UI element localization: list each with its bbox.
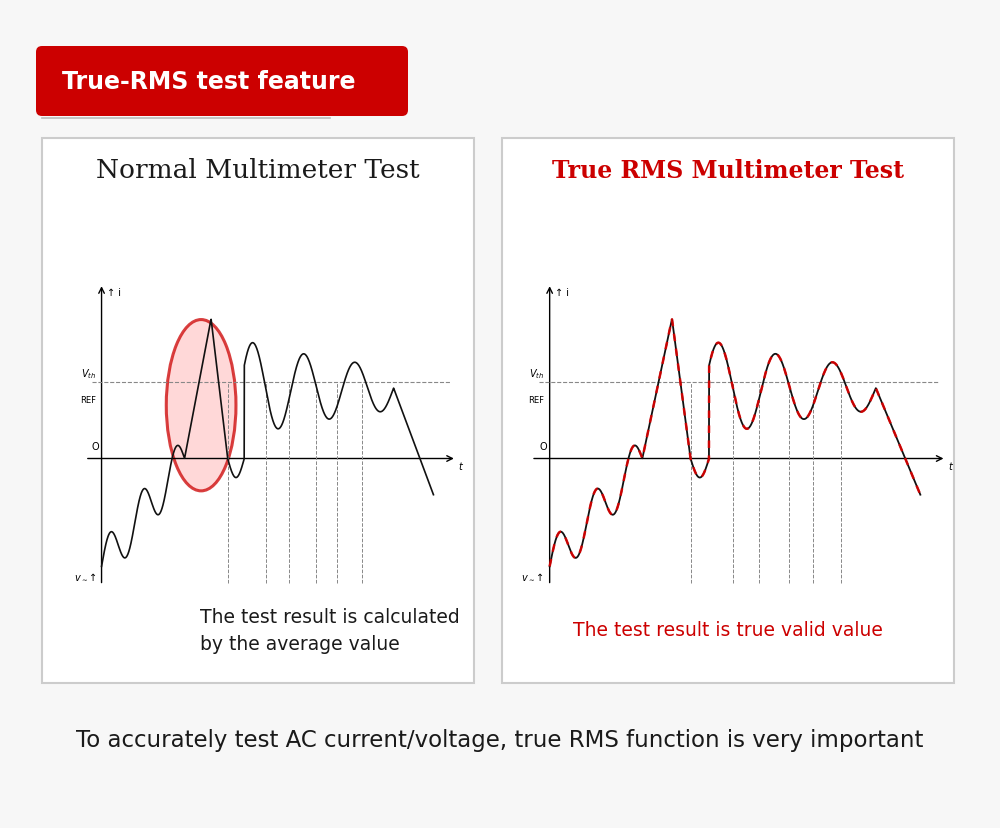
FancyBboxPatch shape — [502, 139, 954, 683]
Text: $v_{\sim}$↑: $v_{\sim}$↑ — [74, 570, 97, 582]
Text: REF: REF — [81, 396, 97, 405]
Text: t: t — [458, 461, 462, 472]
Ellipse shape — [166, 320, 236, 491]
Text: $V_{th}$: $V_{th}$ — [529, 367, 544, 380]
Text: $v_{\sim}$↑: $v_{\sim}$↑ — [521, 570, 544, 582]
FancyBboxPatch shape — [42, 139, 474, 683]
Text: O: O — [91, 441, 99, 451]
Text: To accurately test AC current/voltage, true RMS function is very important: To accurately test AC current/voltage, t… — [76, 729, 924, 752]
Text: ↑ i: ↑ i — [555, 288, 569, 298]
Text: REF: REF — [528, 396, 544, 405]
Text: True RMS Multimeter Test: True RMS Multimeter Test — [552, 159, 904, 183]
Text: The test result is true valid value: The test result is true valid value — [573, 621, 883, 640]
Text: O: O — [539, 441, 547, 451]
Text: ↑ i: ↑ i — [107, 288, 121, 298]
Text: The test result is calculated
by the average value: The test result is calculated by the ave… — [200, 608, 460, 653]
FancyBboxPatch shape — [36, 47, 408, 117]
Text: $V_{th}$: $V_{th}$ — [81, 367, 97, 380]
Text: Normal Multimeter Test: Normal Multimeter Test — [96, 158, 420, 183]
Text: True-RMS test feature: True-RMS test feature — [62, 70, 356, 94]
Text: t: t — [948, 461, 952, 472]
